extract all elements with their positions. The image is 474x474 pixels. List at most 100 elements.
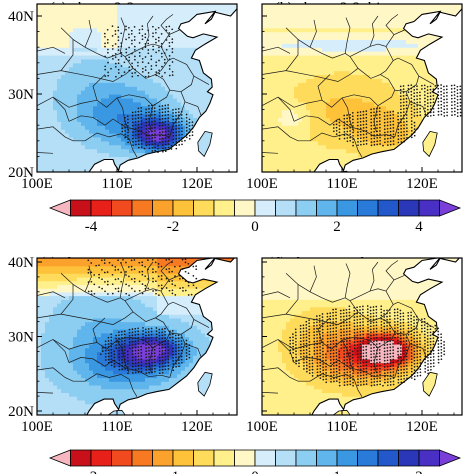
field-cell (37, 23, 42, 29)
field-cell (189, 94, 194, 99)
field-cell (81, 172, 86, 177)
field-cell (81, 90, 86, 95)
field-cell (370, 140, 375, 146)
field-cell (298, 27, 303, 33)
field-cell (237, 67, 242, 72)
field-cell (290, 97, 295, 103)
field-cell (57, 164, 62, 169)
significance-dot (145, 108, 147, 111)
field-cell (93, 51, 98, 56)
field-cell (298, 168, 303, 172)
field-cell (318, 184, 323, 189)
significance-dot (120, 52, 123, 54)
field-cell (201, 78, 206, 83)
significance-dot (185, 130, 188, 132)
field-cell (65, 136, 70, 142)
field-cell (49, 86, 54, 91)
field-cell (169, 27, 174, 33)
field-cell (294, 8, 299, 13)
field-cell (338, 105, 343, 111)
field-cell (149, 62, 154, 68)
field-cell (245, 137, 250, 142)
field-cell (366, 101, 371, 107)
field-cell (314, 51, 319, 56)
field-cell (37, 19, 42, 25)
field-cell (109, 125, 114, 130)
field-cell (310, 74, 315, 79)
field-cell (141, 90, 146, 95)
significance-dot (131, 114, 134, 117)
field-cell (254, 75, 259, 80)
field-cell (362, 55, 367, 60)
field-cell (294, 74, 299, 79)
field-cell (298, 74, 303, 79)
field-cell (81, 94, 86, 99)
field-cell (77, 47, 82, 52)
field-cell (294, 109, 299, 115)
field-cell (366, 94, 371, 99)
field-cell (229, 172, 234, 177)
field-cell (161, 19, 166, 25)
field-cell (193, 58, 198, 64)
field-cell (69, 160, 74, 165)
significance-dot (153, 107, 156, 109)
field-cell (101, 156, 106, 161)
field-cell (254, 63, 259, 68)
field-cell (45, 148, 50, 154)
field-cell (181, 82, 186, 87)
significance-dot (120, 65, 123, 67)
field-cell (201, 35, 206, 40)
field-cell (153, 97, 158, 103)
significance-dot (191, 131, 194, 133)
field-cell (282, 4, 287, 9)
field-cell (237, 24, 242, 29)
field-cell (65, 4, 70, 9)
field-cell (165, 43, 170, 48)
significance-dot (148, 134, 151, 136)
field-cell (65, 27, 70, 33)
field-cell (93, 172, 98, 177)
field-cell (370, 148, 375, 154)
field-cell (133, 176, 138, 181)
field-cell (274, 109, 279, 115)
field-cell (153, 16, 158, 21)
field-cell (29, 78, 34, 83)
field-cell (262, 43, 267, 48)
field-cell (249, 153, 254, 158)
field-cell (310, 160, 315, 165)
field-cell (274, 152, 279, 157)
field-cell (286, 86, 291, 91)
field-cell (346, 66, 351, 72)
field-cell (165, 62, 170, 68)
field-cell (298, 86, 303, 91)
field-cell (157, 19, 162, 25)
field-cell (85, 90, 90, 95)
field-cell (250, 43, 255, 48)
field-cell (37, 109, 42, 115)
field-cell (282, 43, 287, 48)
field-cell (69, 78, 74, 83)
field-cell (97, 105, 102, 111)
field-cell (173, 97, 178, 103)
field-cell (37, 129, 42, 134)
field-cell (77, 168, 82, 172)
field-cell (121, 4, 126, 9)
field-cell (346, 43, 351, 48)
field-cell (245, 145, 250, 150)
field-cell (173, 82, 178, 87)
field-cell (250, 24, 255, 29)
field-cell (45, 39, 50, 44)
field-cell (53, 184, 58, 189)
field-cell (25, 153, 30, 158)
field-cell (157, 140, 162, 146)
field-cell (286, 31, 291, 37)
field-cell (318, 125, 323, 130)
field-cell (161, 94, 166, 99)
field-cell (274, 82, 279, 87)
field-cell (165, 180, 170, 185)
field-cell (45, 4, 50, 9)
field-cell (338, 125, 343, 130)
field-cell (129, 125, 134, 130)
significance-dot (161, 108, 164, 110)
field-cell (173, 27, 178, 33)
